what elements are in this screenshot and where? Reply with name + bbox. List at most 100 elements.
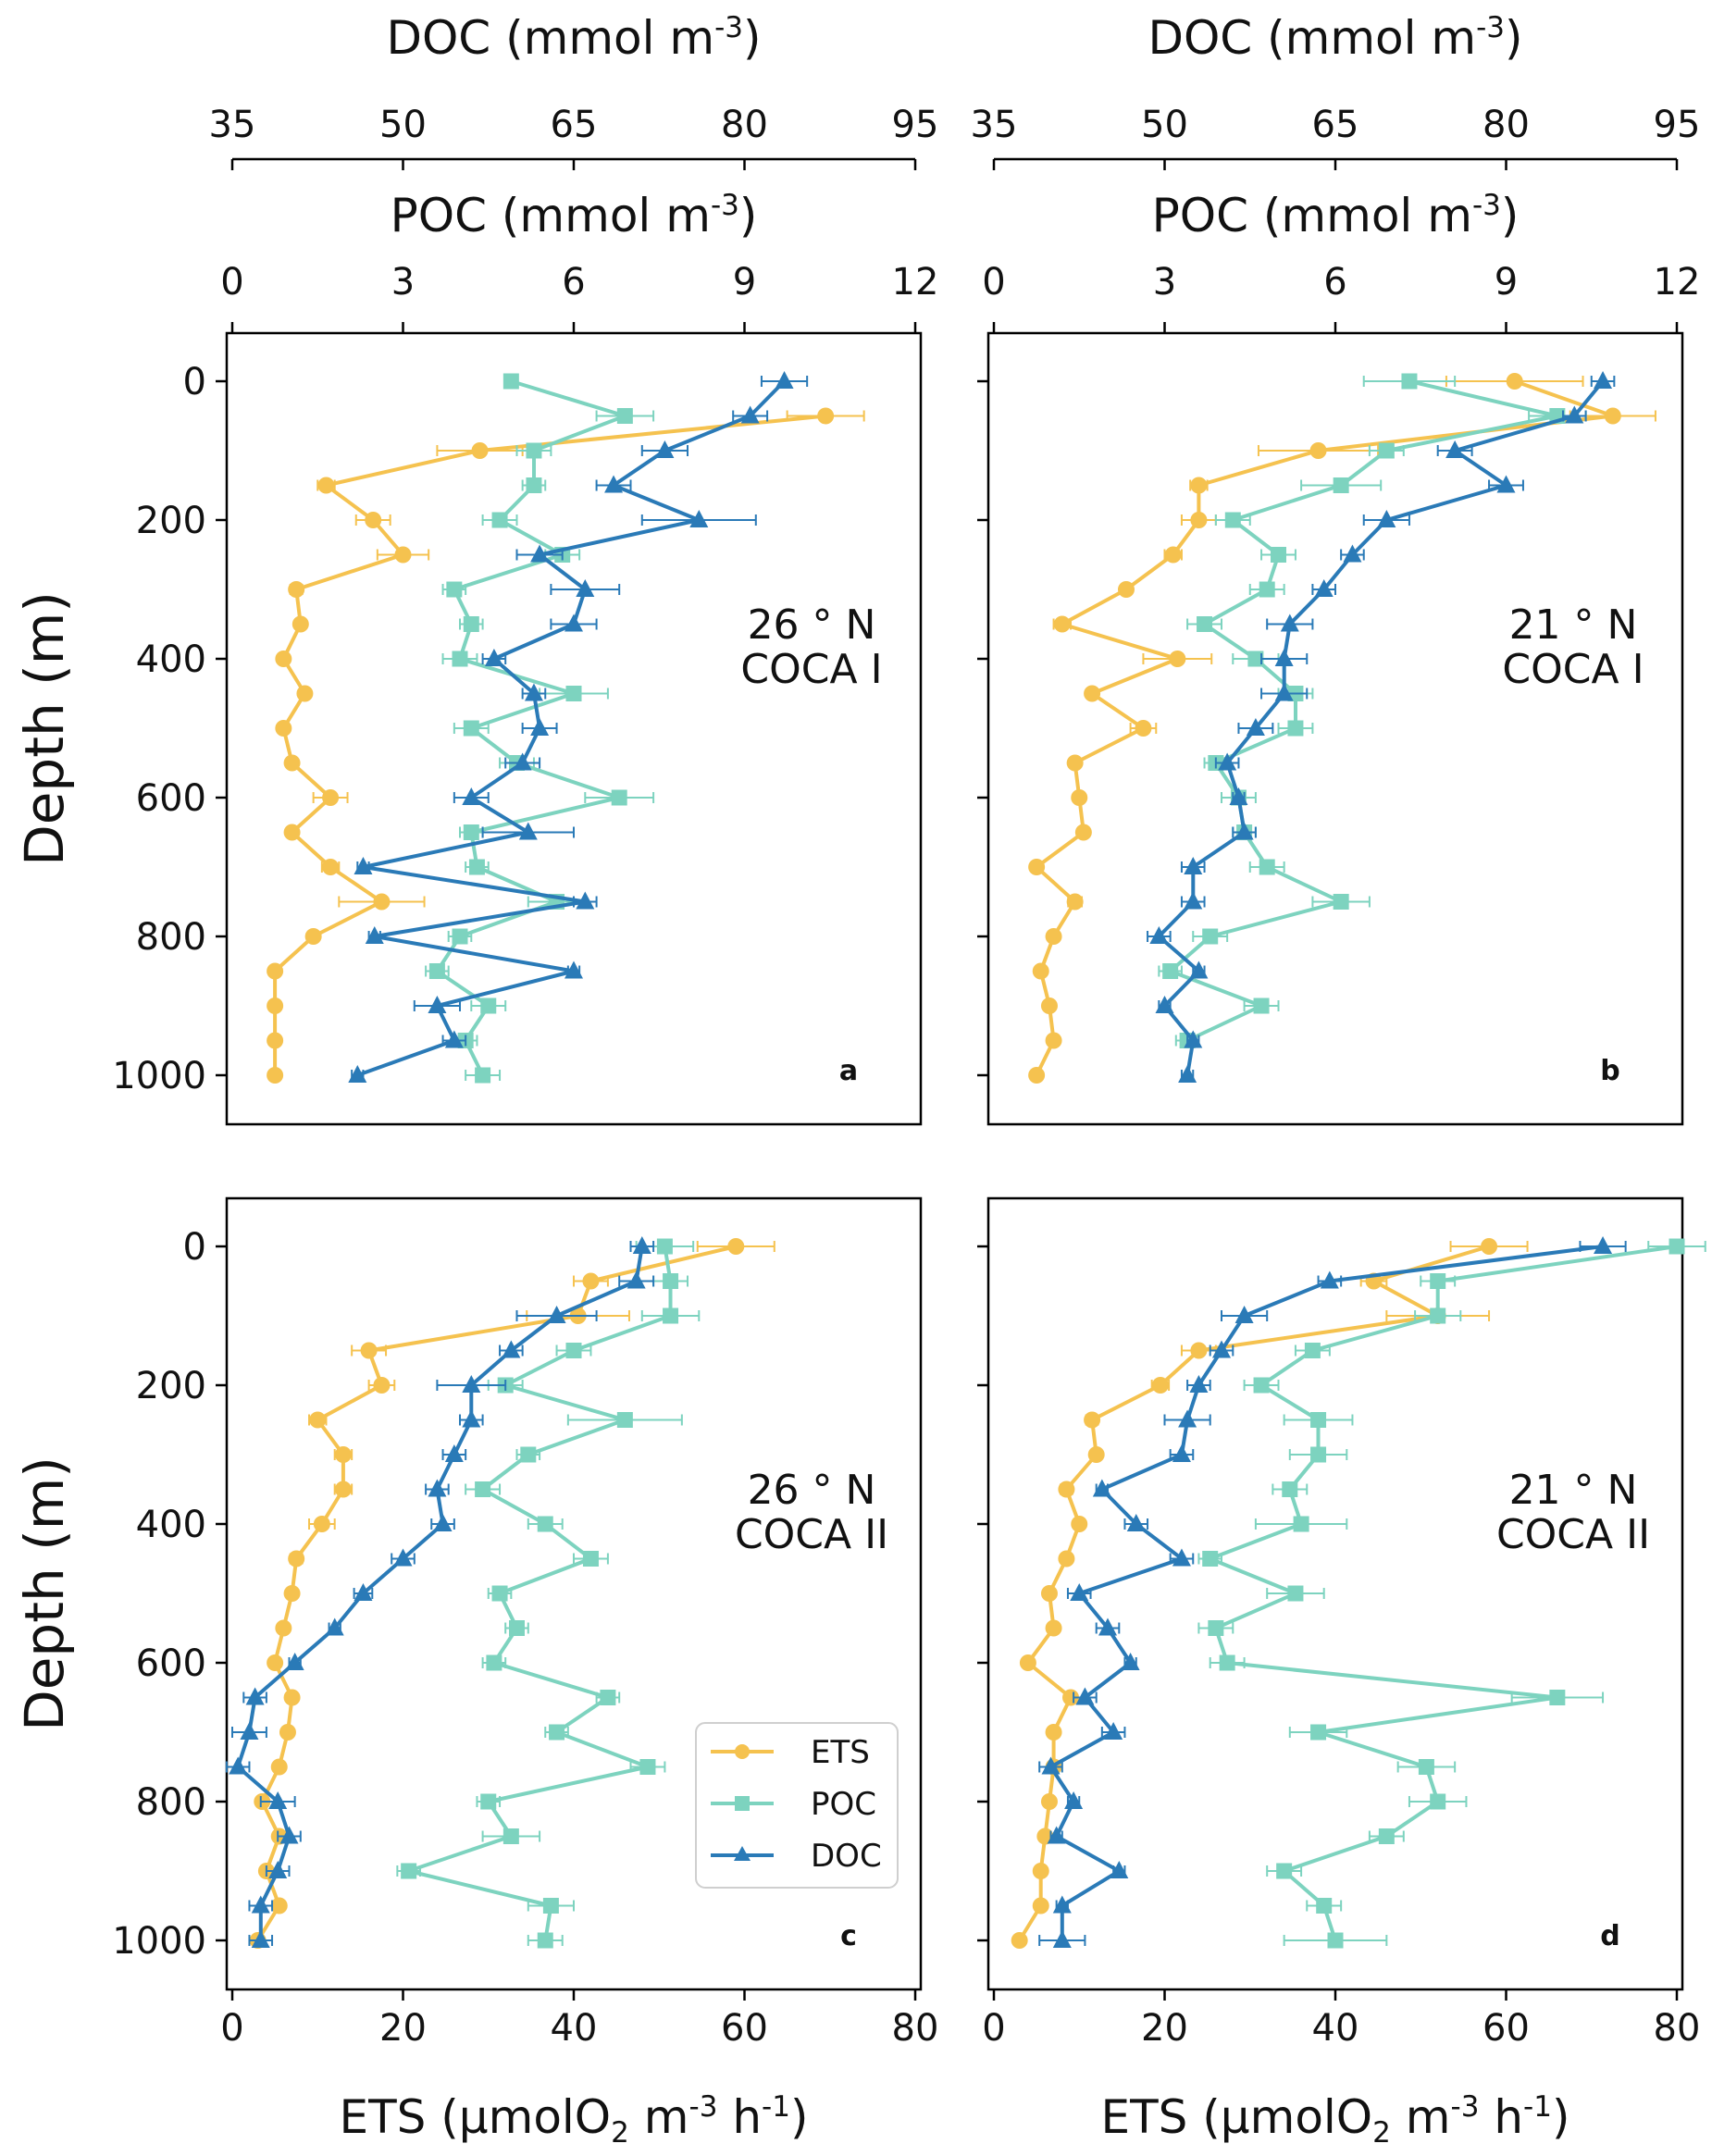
- poc-point: [1316, 1898, 1333, 1914]
- doc-point: [285, 1653, 304, 1670]
- ets-point: [1066, 893, 1084, 911]
- poc-point: [509, 1620, 525, 1636]
- poc-tick-label: 0: [982, 261, 1005, 304]
- doc-tick-label: 35: [971, 104, 1018, 146]
- doc-point: [1052, 1895, 1072, 1914]
- legend-item-ets: ETS: [711, 1734, 870, 1771]
- ets-point: [1045, 928, 1062, 945]
- doc-tick-label: 65: [1312, 104, 1359, 146]
- poc-tick-label: 9: [733, 261, 756, 304]
- depth-tick-label: 1000: [112, 1055, 206, 1097]
- poc-title-end: ): [1501, 189, 1520, 242]
- poc-point: [663, 1307, 679, 1324]
- doc-point: [444, 1030, 464, 1048]
- doc-point: [513, 752, 532, 771]
- ets-point: [1164, 546, 1182, 564]
- poc-point: [1253, 997, 1270, 1014]
- poc-point: [463, 720, 479, 737]
- ets-point: [275, 651, 292, 667]
- ets-point: [1190, 512, 1208, 528]
- ets-point: [270, 1758, 288, 1776]
- doc-title-text: DOC (mmol m: [386, 11, 714, 65]
- ets-point: [1040, 997, 1058, 1014]
- ets-point: [1481, 1238, 1498, 1255]
- poc-point: [1669, 1238, 1685, 1255]
- ets-point: [267, 1032, 284, 1049]
- poc-point: [1304, 1343, 1321, 1358]
- depth-tick-label: 200: [136, 1365, 206, 1407]
- doc-point: [1218, 752, 1237, 771]
- ets-point: [1062, 1689, 1080, 1706]
- poc-point: [491, 512, 508, 528]
- ets-point: [267, 997, 284, 1014]
- poc-point: [1259, 581, 1275, 598]
- doc-point: [1234, 1306, 1254, 1323]
- doc-point: [1314, 579, 1334, 597]
- doc-point: [1246, 718, 1265, 736]
- poc-point: [1378, 1828, 1395, 1844]
- poc-point: [1430, 1793, 1446, 1810]
- legend-doc-marker: [734, 1846, 751, 1861]
- ets-point: [1040, 1793, 1058, 1810]
- ets-title-sub: 2: [611, 2116, 629, 2150]
- ets-title-mid: m: [1391, 2090, 1451, 2144]
- doc-point: [1075, 1687, 1095, 1705]
- doc-point: [1565, 405, 1584, 424]
- doc-point: [484, 649, 503, 666]
- doc-point: [279, 1826, 299, 1844]
- poc-point: [565, 1343, 582, 1358]
- poc-point: [428, 963, 445, 979]
- ets-title-end: h: [717, 2090, 762, 2144]
- doc-point: [1052, 1930, 1072, 1948]
- series-doc: [1147, 371, 1616, 1083]
- doc-point: [348, 1065, 367, 1083]
- poc-point: [463, 824, 479, 840]
- poc-point: [1310, 1412, 1327, 1428]
- doc-point: [462, 787, 481, 805]
- ets-tick-label: 20: [1141, 2007, 1188, 2050]
- depth-tick-label: 0: [183, 1226, 206, 1269]
- doc-point: [1445, 440, 1465, 458]
- doc-point: [530, 718, 550, 736]
- series-poc: [396, 1238, 701, 1949]
- doc-tick-label: 80: [1482, 104, 1530, 146]
- ets-point: [322, 789, 340, 806]
- panel-letter: b: [1600, 1055, 1619, 1087]
- series-ets: [267, 407, 865, 1084]
- poc-point: [452, 651, 468, 667]
- depth-tick-label: 200: [136, 500, 206, 542]
- poc-point: [1287, 720, 1304, 737]
- poc-point: [1219, 1654, 1235, 1671]
- ets-point: [283, 1585, 301, 1602]
- ets-point: [267, 1067, 284, 1084]
- ets-axis-1: 0 20 40 60 80 ETS (μmolO2 m-3 h-1): [982, 1989, 1700, 2150]
- ets-title-end: h: [1479, 2090, 1523, 2144]
- doc-point: [740, 405, 760, 424]
- series-ets: [1028, 373, 1656, 1084]
- ets-point: [1151, 1377, 1169, 1394]
- station-label: 26 ° N: [748, 1467, 876, 1514]
- ets-point: [1084, 685, 1101, 702]
- doc-tick-label: 95: [1654, 104, 1701, 146]
- poc-point: [639, 1759, 656, 1775]
- poc-title-text: POC (mmol m: [1152, 189, 1472, 242]
- poc-point: [616, 408, 633, 424]
- poc-tick-label: 6: [1323, 261, 1346, 304]
- series-doc: [225, 1236, 655, 1948]
- ets-tick-label: 0: [982, 2007, 1005, 2050]
- doc-point: [428, 1479, 447, 1497]
- doc-point: [428, 996, 447, 1013]
- poc-point: [1430, 1273, 1446, 1289]
- ets-point: [313, 1516, 330, 1532]
- ets-tick-label: 80: [1654, 2007, 1701, 2050]
- ets-point: [365, 512, 382, 528]
- doc-point: [251, 1895, 270, 1914]
- doc-point: [229, 1756, 248, 1775]
- doc-point: [518, 822, 538, 840]
- doc-point: [325, 1617, 344, 1636]
- poc-point: [1202, 928, 1219, 945]
- panel-letter: d: [1600, 1920, 1619, 1952]
- ets-point: [279, 1724, 296, 1741]
